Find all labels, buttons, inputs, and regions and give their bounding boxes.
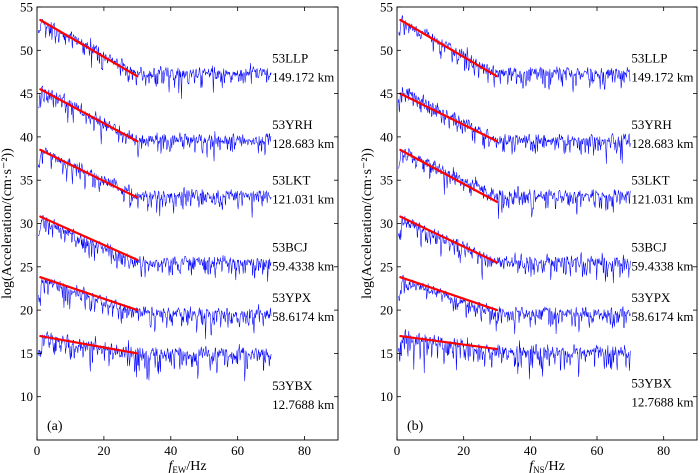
spectrum-53lkt [38, 147, 272, 218]
x-tick-label: 80 [657, 443, 670, 458]
fit-line-53llp [39, 18, 139, 78]
x-tick-label: 0 [394, 443, 401, 458]
fit-line-53lkt [399, 148, 499, 203]
station-label-53yrh: 53YRH [631, 117, 671, 132]
panel-tag: (a) [47, 419, 63, 434]
y-tick-label: 30 [380, 216, 393, 231]
spectrum-53ypx [38, 278, 272, 340]
x-tick-label: 40 [524, 443, 537, 458]
x-tick-label: 60 [231, 443, 244, 458]
y-tick-label: 40 [380, 129, 393, 144]
panel-tag: (b) [407, 419, 424, 434]
spectrum-53ybx [38, 331, 272, 382]
distance-label-53llp: 149.172 km [631, 69, 693, 84]
spectrum-53bcj [38, 215, 272, 282]
spectrum-53ypx [398, 274, 631, 335]
y-axis-label: log(Acceleration/(cm·s⁻²)) [360, 148, 375, 299]
station-label-53lkt: 53LKT [631, 173, 669, 188]
fit-line-53bcj [399, 215, 499, 264]
spectrum-53llp [398, 15, 631, 93]
y-tick-label: 30 [20, 216, 33, 231]
x-tick-label: 80 [298, 443, 311, 458]
y-tick-label: 40 [20, 129, 33, 144]
station-label-53ybx: 53YBX [272, 378, 313, 393]
y-tick-label: 50 [380, 43, 393, 58]
fit-line-53lkt [39, 148, 139, 199]
fit-line-53ypx [399, 276, 499, 312]
y-tick-label: 25 [20, 259, 33, 274]
spectrum-53ybx [398, 329, 631, 380]
fit-line-53yrh [39, 88, 139, 143]
distance-label-53lkt: 121.031 km [631, 192, 693, 207]
fit-line-53yrh [399, 92, 499, 143]
spectrum-53bcj [398, 215, 631, 284]
distance-label-53ypx: 58.6174 km [631, 309, 693, 324]
station-label-53ypx: 53YPX [272, 290, 312, 305]
x-tick-label: 20 [97, 443, 110, 458]
y-tick-label: 55 [380, 0, 393, 15]
chart-panel-a: 53LLP 149.172 km 53YRH 128.683 km 53LKT 121.0… [0, 0, 339, 473]
fit-line-53ypx [39, 276, 139, 312]
station-label-53llp: 53LLP [272, 50, 308, 65]
y-tick-label: 25 [380, 259, 393, 274]
y-axis-label: log(Acceleration/(cm·s⁻²)) [0, 148, 15, 299]
spectrum-53yrh [398, 86, 631, 164]
distance-label-53bcj: 59.4338 km [272, 259, 334, 274]
station-label-53bcj: 53BCJ [631, 240, 666, 255]
y-tick-label: 15 [20, 346, 33, 361]
y-tick-label: 45 [20, 86, 33, 101]
y-tick-label: 45 [380, 86, 393, 101]
x-axis-label: fEW/Hz [168, 459, 206, 473]
x-tick-label: 40 [164, 443, 177, 458]
distance-label-53yrh: 128.683 km [631, 136, 693, 151]
distance-label-53lkt: 121.031 km [272, 192, 334, 207]
fit-line-53llp [399, 18, 499, 78]
chart-panel-b: 53LLP 149.172 km 53YRH 128.683 km 53LKT 121.0… [360, 0, 698, 473]
distance-label-53bcj: 59.4338 km [631, 259, 693, 274]
x-tick-label: 20 [457, 443, 470, 458]
y-tick-label: 55 [20, 0, 33, 15]
fit-line-53ybx [39, 334, 139, 355]
distance-label-53ybx: 12.7688 km [631, 395, 693, 410]
y-tick-label: 35 [380, 173, 393, 188]
spectrum-53llp [38, 18, 272, 100]
x-tick-label: 0 [34, 443, 41, 458]
spectrum-53lkt [398, 148, 631, 220]
y-tick-label: 20 [380, 303, 393, 318]
distance-label-53llp: 149.172 km [272, 69, 334, 84]
spectrum-53yrh [38, 85, 272, 162]
distance-label-53ybx: 12.7688 km [272, 397, 334, 412]
station-label-53ypx: 53YPX [631, 290, 671, 305]
x-tick-label: 60 [591, 443, 604, 458]
station-label-53yrh: 53YRH [272, 117, 312, 132]
y-tick-label: 10 [20, 389, 33, 404]
station-label-53ybx: 53YBX [631, 376, 672, 391]
station-label-53lkt: 53LKT [272, 173, 310, 188]
distance-label-53ypx: 58.6174 km [272, 309, 334, 324]
distance-label-53yrh: 128.683 km [272, 136, 334, 151]
fit-line-53bcj [39, 215, 139, 261]
y-tick-label: 20 [20, 303, 33, 318]
y-tick-label: 35 [20, 173, 33, 188]
x-axis-label: fNS/Hz [529, 459, 565, 473]
y-tick-label: 15 [380, 346, 393, 361]
station-label-53llp: 53LLP [631, 50, 667, 65]
y-tick-label: 50 [20, 43, 33, 58]
y-tick-label: 10 [380, 389, 393, 404]
fit-line-53ybx [399, 334, 499, 351]
station-label-53bcj: 53BCJ [272, 240, 307, 255]
